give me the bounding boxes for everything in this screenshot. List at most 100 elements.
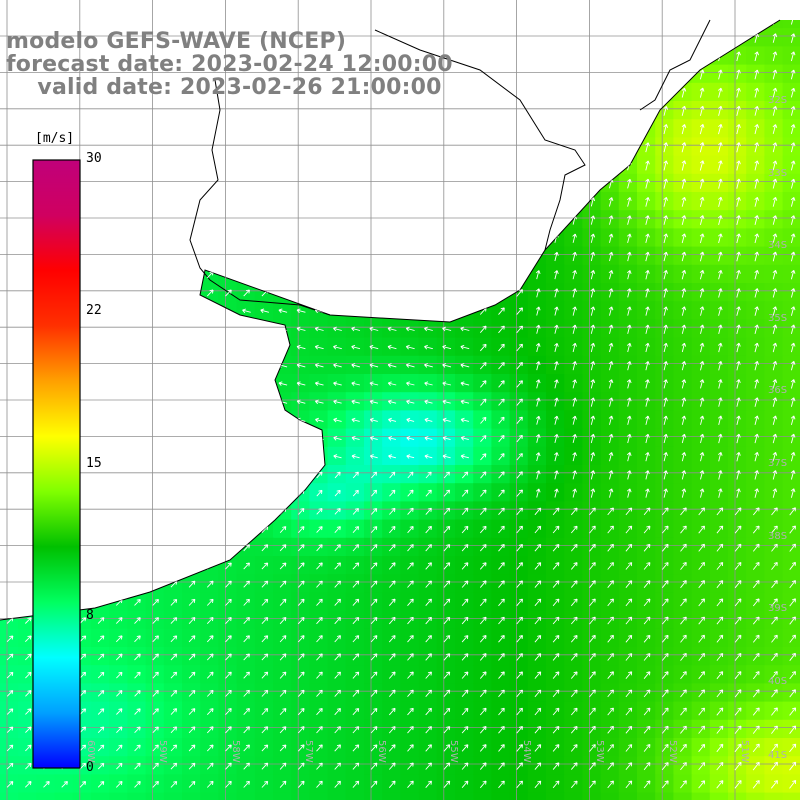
wind-arrow bbox=[97, 271, 105, 279]
sea-cell bbox=[728, 374, 747, 393]
wind-arrow bbox=[663, 160, 669, 171]
wind-arrow bbox=[661, 689, 669, 698]
sea-cell bbox=[127, 537, 147, 557]
sea-cell bbox=[691, 374, 711, 393]
sea-cell bbox=[746, 465, 765, 484]
sea-cell bbox=[291, 628, 310, 648]
sea-cell bbox=[109, 228, 128, 248]
sea-cell bbox=[782, 64, 800, 84]
sea-cell bbox=[0, 155, 19, 175]
wind-arrow bbox=[589, 707, 596, 716]
sea-cell bbox=[273, 228, 292, 248]
sea-cell bbox=[218, 610, 238, 630]
sea-cell bbox=[746, 574, 765, 593]
wind-arrow bbox=[608, 288, 614, 298]
wind-arrow bbox=[279, 671, 287, 679]
wind-arrow bbox=[626, 251, 632, 262]
wind-arrow bbox=[754, 288, 759, 298]
sea-cell bbox=[673, 210, 693, 229]
sea-cell bbox=[254, 537, 274, 557]
wind-arrow bbox=[625, 653, 633, 661]
wind-arrow bbox=[771, 543, 778, 552]
sea-cell bbox=[582, 738, 602, 757]
sea-cell bbox=[182, 465, 201, 484]
wind-arrow bbox=[736, 196, 741, 207]
sea-cell bbox=[236, 647, 256, 666]
wind-arrow bbox=[261, 562, 269, 570]
sea-cell bbox=[473, 155, 492, 175]
sea-cell bbox=[91, 774, 110, 794]
wind-arrow bbox=[169, 326, 179, 332]
wind-arrow bbox=[407, 635, 414, 643]
sea-cell bbox=[618, 392, 638, 411]
sea-cell bbox=[309, 264, 329, 284]
wind-arrow bbox=[279, 544, 287, 552]
wind-arrow bbox=[369, 344, 379, 350]
sea-cell bbox=[436, 173, 456, 193]
sea-cell bbox=[491, 537, 511, 557]
sea-cell bbox=[582, 428, 602, 448]
wind-arrow bbox=[225, 198, 232, 206]
sea-cell bbox=[782, 774, 800, 794]
sea-cell bbox=[0, 556, 19, 575]
wind-arrow bbox=[425, 161, 432, 170]
sea-cell bbox=[691, 101, 711, 120]
sea-cell bbox=[600, 501, 620, 521]
wind-arrow bbox=[115, 635, 123, 643]
wind-arrow bbox=[297, 161, 305, 170]
wind-arrow bbox=[770, 780, 778, 789]
wind-arrow bbox=[680, 652, 687, 661]
sea-cell bbox=[145, 756, 165, 775]
sea-cell bbox=[600, 410, 620, 430]
wind-arrow bbox=[352, 471, 359, 479]
sea-cell bbox=[637, 592, 656, 612]
wind-arrow bbox=[681, 51, 687, 62]
wind-arrow bbox=[554, 324, 559, 334]
wind-arrow bbox=[261, 234, 269, 242]
wind-arrow bbox=[225, 617, 232, 625]
sea-cell bbox=[618, 301, 638, 320]
sea-cell bbox=[527, 28, 547, 47]
sea-cell bbox=[273, 647, 292, 666]
wind-arrow bbox=[443, 726, 451, 734]
wind-arrow bbox=[479, 744, 487, 752]
sea-cell bbox=[764, 428, 784, 448]
sea-cell bbox=[600, 392, 620, 411]
wind-arrow bbox=[789, 543, 796, 552]
sea-cell bbox=[436, 610, 456, 630]
wind-arrow bbox=[661, 707, 669, 716]
sea-cell bbox=[509, 228, 529, 248]
wind-arrow bbox=[334, 780, 341, 788]
wind-arrow bbox=[115, 198, 123, 206]
sea-cell bbox=[546, 501, 565, 521]
sea-cell bbox=[291, 610, 310, 630]
wind-arrow bbox=[681, 452, 687, 462]
sea-cell bbox=[382, 246, 401, 266]
sea-cell bbox=[455, 246, 474, 266]
wind-arrow bbox=[535, 106, 541, 116]
wind-arrow bbox=[134, 653, 141, 661]
sea-cell bbox=[600, 701, 620, 721]
wind-arrow bbox=[535, 288, 541, 298]
sea-cell bbox=[600, 264, 620, 284]
sea-cell bbox=[473, 264, 492, 284]
wind-arrow bbox=[316, 125, 323, 133]
colorbar-tick-22: 22 bbox=[86, 303, 102, 318]
wind-arrow bbox=[243, 671, 250, 679]
wind-arrow bbox=[296, 381, 306, 386]
wind-arrow bbox=[534, 616, 542, 625]
wind-arrow bbox=[460, 344, 470, 350]
sea-cell bbox=[782, 155, 800, 175]
wind-arrow bbox=[608, 324, 614, 334]
wind-arrow bbox=[554, 106, 559, 116]
sea-cell bbox=[728, 501, 747, 521]
sea-cell bbox=[109, 301, 128, 320]
sea-cell bbox=[600, 610, 620, 630]
sea-cell bbox=[127, 774, 147, 794]
sea-cell bbox=[254, 446, 274, 466]
wind-arrow bbox=[443, 20, 451, 24]
sea-cell bbox=[145, 246, 165, 266]
wind-arrow bbox=[645, 142, 650, 153]
sea-cell bbox=[109, 101, 128, 120]
sea-cell bbox=[546, 319, 565, 339]
